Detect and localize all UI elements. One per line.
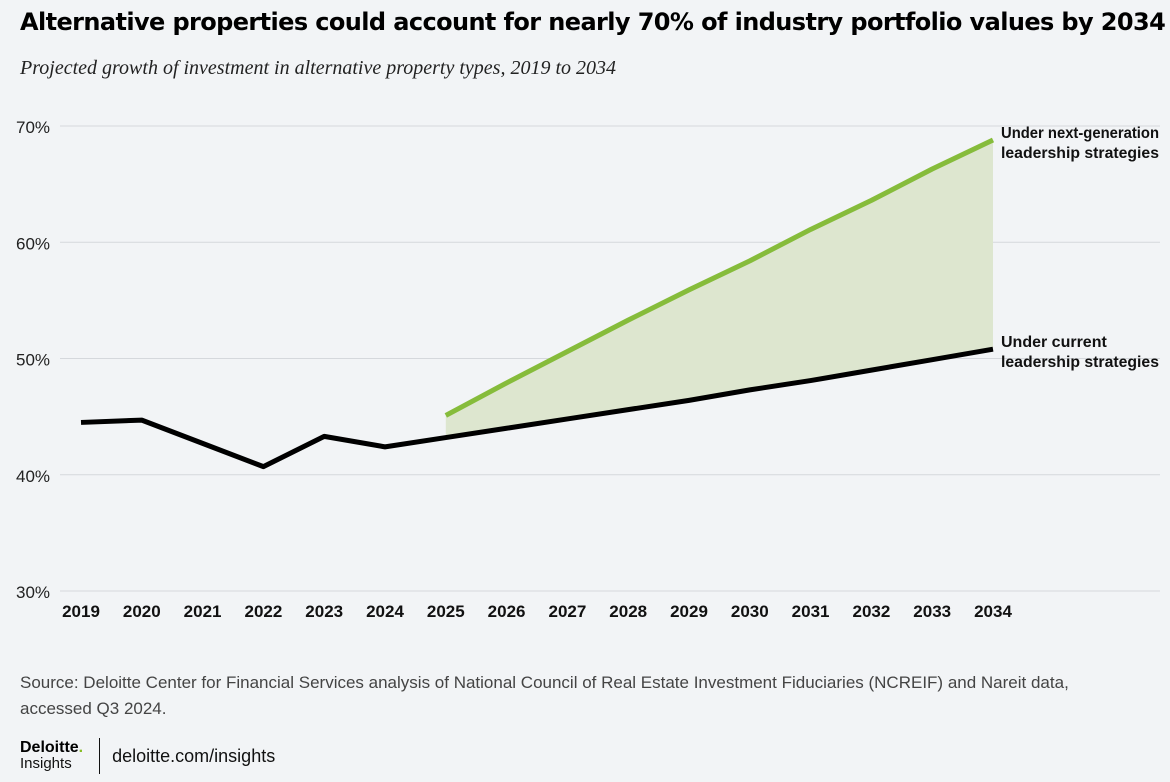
x-tick-label: 2028 (609, 602, 647, 621)
gap-area (445, 139, 993, 438)
x-tick-label: 2020 (123, 602, 161, 621)
x-tick-label: 2031 (792, 602, 830, 621)
deloitte-insights-logo: Deloitte. Insights (20, 739, 84, 772)
y-tick-label: 30% (16, 583, 50, 602)
y-tick-label: 60% (16, 234, 50, 253)
x-tick-label: 2029 (670, 602, 708, 621)
x-tick-label: 2021 (184, 602, 222, 621)
x-tick-label: 2032 (852, 602, 890, 621)
source-note: Source: Deloitte Center for Financial Se… (20, 673, 1069, 718)
x-tick-label: 2019 (62, 602, 100, 621)
x-tick-label: 2023 (305, 602, 343, 621)
x-tick-label: 2033 (913, 602, 951, 621)
y-tick-label: 70% (16, 118, 50, 137)
footer-url[interactable]: deloitte.com/insights (112, 745, 276, 766)
series-end-label: Under next-generation (1001, 125, 1159, 142)
x-tick-label: 2034 (974, 602, 1012, 621)
y-tick-label: 40% (16, 467, 50, 486)
series-end-label: leadership strategies (1001, 145, 1159, 162)
x-tick-label: 2025 (427, 602, 465, 621)
footer-divider (99, 738, 101, 774)
series-end-label: leadership strategies (1001, 354, 1159, 371)
line-chart: 30% 40% 50% 60% 70% 2019 2020 2021 2022 2023 2024 2… (16, 118, 1160, 621)
series-line (444, 137, 995, 418)
series-line (80, 346, 994, 470)
chart-title: Alternative properties could account for… (20, 8, 1166, 36)
y-tick-label: 50% (16, 351, 50, 370)
x-tick-label: 2026 (488, 602, 526, 621)
series-end-label: Under current (1001, 334, 1107, 351)
chart-subtitle: Projected growth of investment in altern… (20, 57, 617, 79)
footer: Deloitte. Insights deloitte.com/insights (20, 738, 275, 774)
x-tick-label: 2030 (731, 602, 769, 621)
x-tick-label: 2024 (366, 602, 404, 621)
x-tick-label: 2027 (548, 602, 586, 621)
x-tick-label: 2022 (244, 602, 282, 621)
